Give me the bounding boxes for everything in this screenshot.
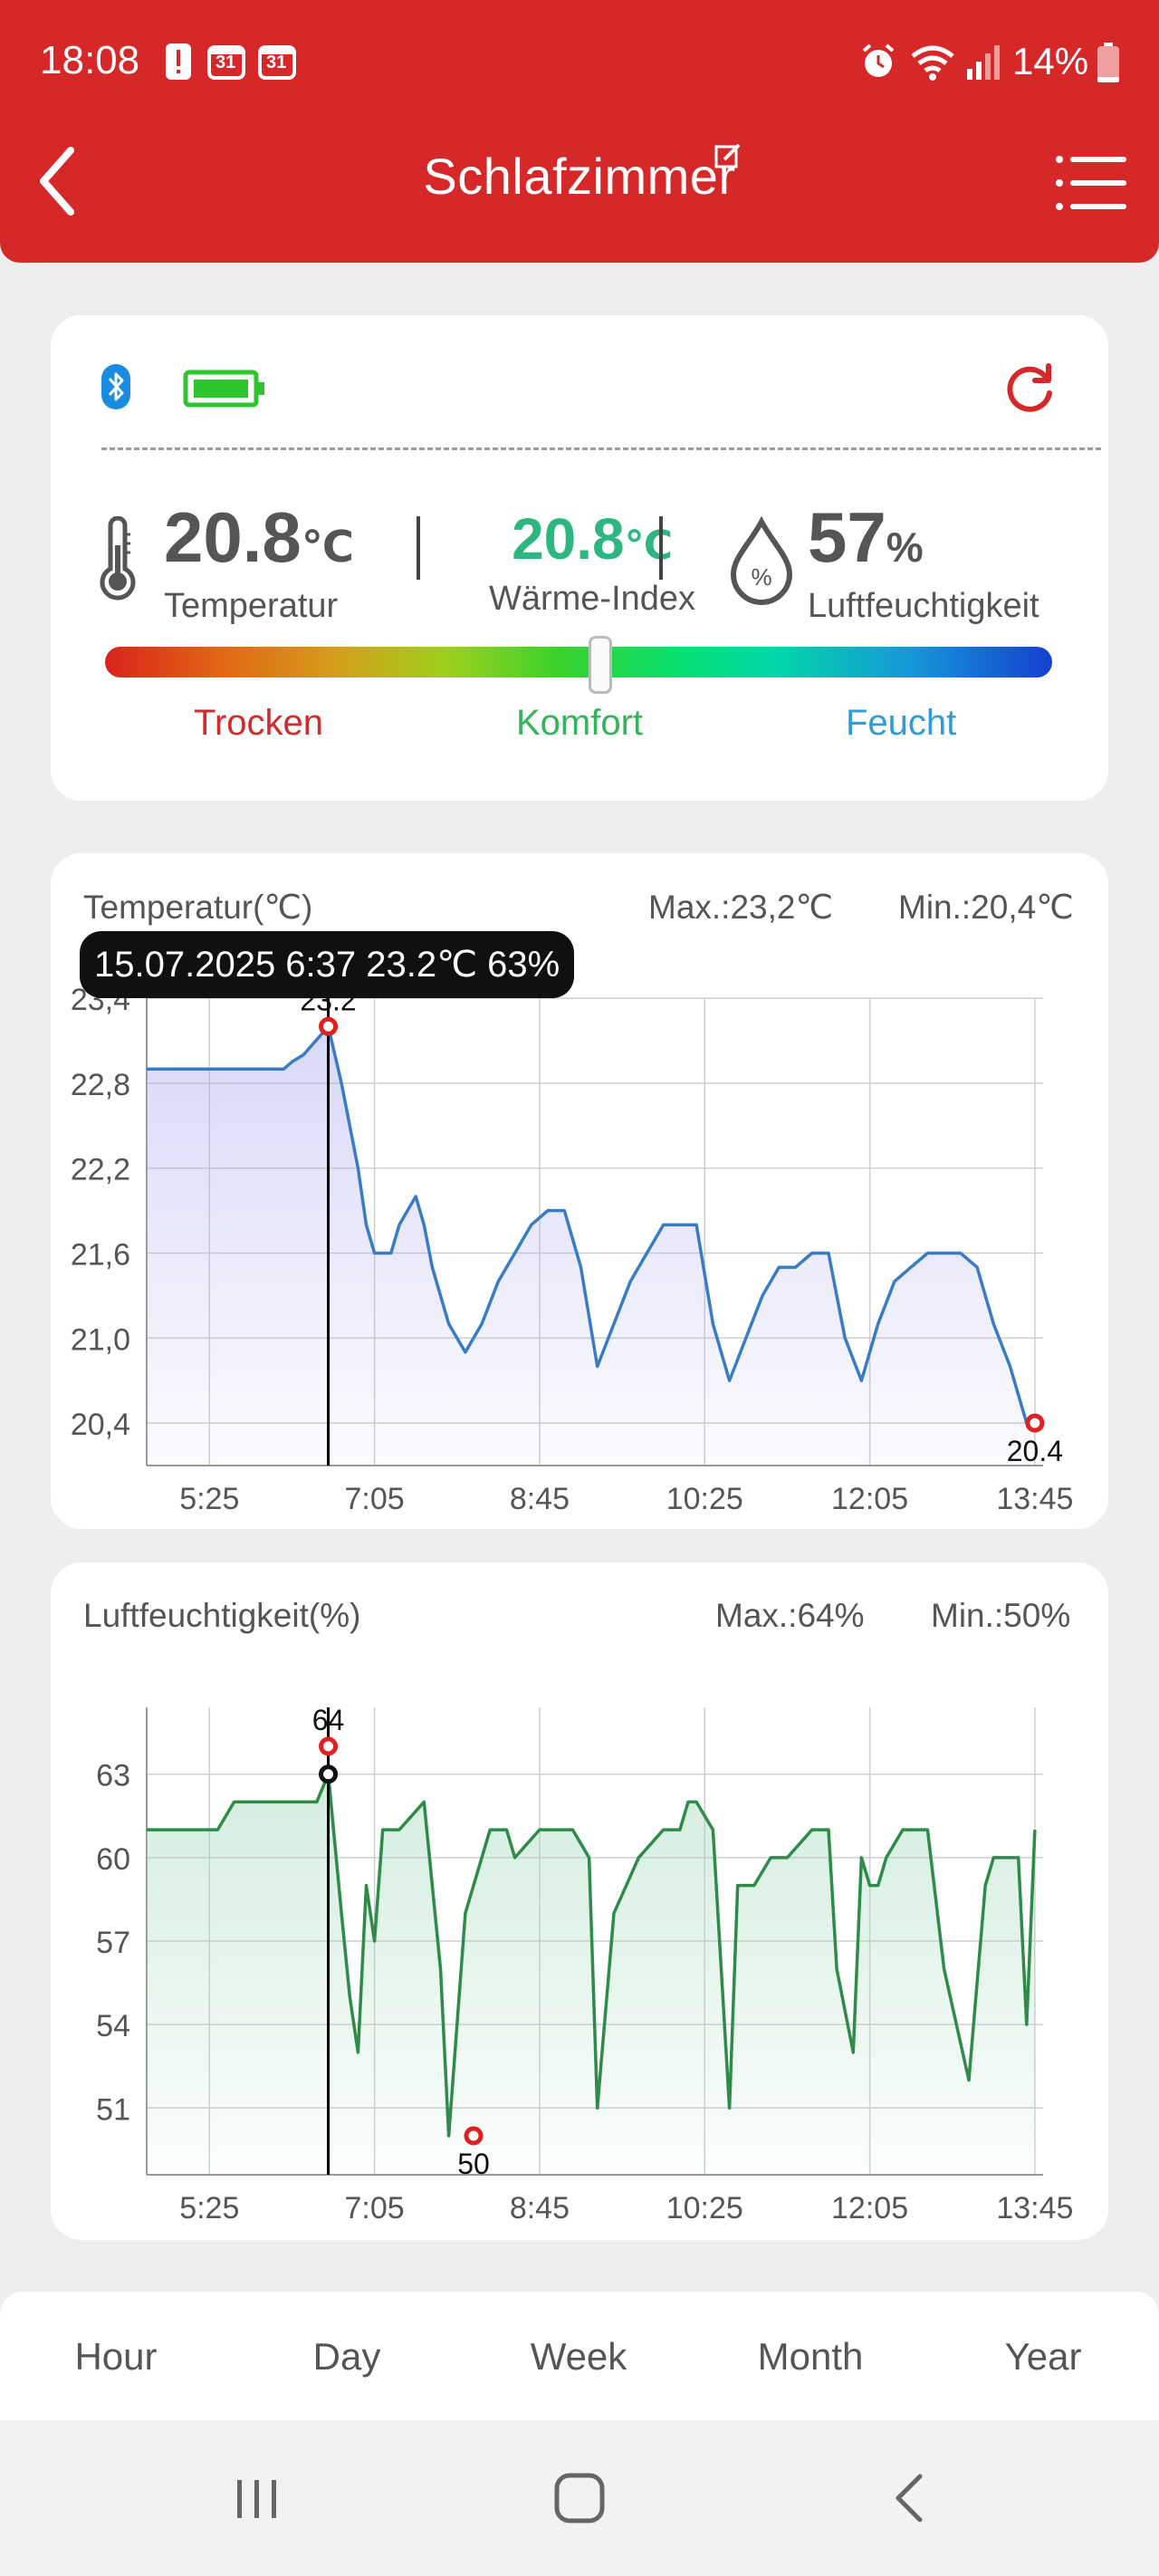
y-tick-label: 63: [96, 1759, 130, 1793]
cursor-point: [321, 1767, 336, 1782]
humidity-label: Luftfeuchtigkeit: [808, 587, 1039, 626]
y-tick-label: 21,0: [71, 1322, 130, 1357]
wifi-icon: [909, 42, 962, 82]
x-tick-label: 10:25: [666, 1482, 743, 1516]
humidity-drop-icon: %: [728, 516, 795, 605]
app-header: 18:08 31 31 14%: [0, 0, 1159, 263]
battery-full-icon: [183, 370, 266, 408]
y-tick-label: 57: [96, 1926, 130, 1960]
temperature-max-label: Max.:23,2℃: [648, 888, 833, 927]
humidity-max-label: Max.:64%: [715, 1597, 865, 1635]
thermometer-icon: [98, 516, 138, 603]
back-icon[interactable]: [884, 2471, 938, 2525]
temperature-unit: ℃: [302, 524, 354, 572]
x-tick-label: 7:05: [345, 1482, 405, 1516]
temperature-number: 20.8: [164, 497, 302, 577]
recents-icon[interactable]: [230, 2471, 284, 2525]
signal-icon: [963, 42, 1003, 82]
status-bar: 18:08 31 31 14%: [0, 0, 1159, 129]
y-tick-label: 20,4: [71, 1408, 130, 1442]
alarm-icon: [860, 42, 896, 82]
min-marker: [466, 2129, 481, 2143]
comfort-indicator: [589, 636, 612, 694]
calendar-day-label: 31: [216, 53, 235, 73]
temperature-label: Temperatur: [164, 587, 338, 626]
humidity-chart[interactable]: 51 54 57 60 63 5:25 7:05 8:45 10:25 12:05 13:45 64 5…: [51, 1562, 1108, 2240]
x-tick-label: 8:45: [510, 2191, 570, 2225]
y-tick-label: 51: [96, 2092, 130, 2127]
humidity-unit: %: [886, 524, 924, 571]
chart-tooltip: 15.07.2025 6:37 23.2℃ 63%: [80, 931, 574, 998]
min-marker: [1028, 1416, 1042, 1430]
separator: [417, 516, 420, 580]
level-comfort-label: Komfort: [516, 703, 643, 744]
level-wet-label: Feucht: [846, 703, 956, 744]
divider: [101, 447, 1101, 450]
max-marker-label: 64: [312, 1704, 345, 1736]
battery-icon: [1096, 42, 1121, 83]
x-tick-label: 10:25: [666, 2191, 743, 2225]
edit-icon[interactable]: [714, 141, 742, 170]
y-tick-label: 22,8: [71, 1068, 130, 1102]
x-tick-label: 13:45: [996, 1482, 1073, 1516]
heat-index-unit: ℃: [625, 524, 673, 568]
x-tick-label: 13:45: [996, 2191, 1073, 2225]
x-tick-label: 5:25: [179, 2191, 239, 2225]
humidity-chart-title: Luftfeuchtigkeit(%): [83, 1597, 360, 1635]
tab-week[interactable]: Week: [488, 2335, 669, 2379]
x-tick-label: 5:25: [179, 1482, 239, 1516]
heat-index-label: Wärme-Index: [429, 580, 755, 619]
min-marker-label: 20.4: [1007, 1435, 1063, 1467]
system-nav-bar: [0, 2420, 1159, 2576]
humidity-min-label: Min.:50%: [931, 1597, 1070, 1635]
heat-index-value: 20.8℃: [447, 505, 737, 572]
temperature-chart-card[interactable]: 20,4 21,0 21,6 22,2 22,8 23,4 5:25 7:05 8:45 10:2…: [51, 853, 1108, 1529]
bluetooth-icon: [101, 364, 130, 409]
x-tick-label: 12:05: [831, 1482, 908, 1516]
max-marker: [321, 1019, 336, 1033]
menu-icon[interactable]: [1050, 147, 1132, 219]
page-title: Schlafzimmer: [0, 147, 1159, 206]
humidity-number: 57: [808, 497, 886, 577]
x-tick-label: 7:05: [345, 2191, 405, 2225]
level-dry-label: Trocken: [194, 703, 323, 744]
calendar-day-label: 31: [266, 53, 286, 73]
title-row: Schlafzimmer: [0, 129, 1159, 237]
y-tick-label: 54: [96, 2009, 130, 2043]
battery-percent: 14%: [1012, 40, 1088, 83]
y-tick-label: 21,6: [71, 1237, 130, 1272]
series-area: [147, 1026, 1035, 1466]
x-tick-label: 8:45: [510, 1482, 570, 1516]
y-tick-label: 22,2: [71, 1153, 130, 1187]
status-time: 18:08: [40, 38, 139, 83]
alert-icon: [163, 42, 194, 82]
tab-month[interactable]: Month: [720, 2335, 901, 2379]
temperature-min-label: Min.:20,4℃: [898, 888, 1074, 927]
max-marker: [321, 1739, 336, 1754]
comfort-scale-bar: [105, 647, 1052, 678]
home-icon[interactable]: [552, 2471, 607, 2525]
svg-text:%: %: [751, 563, 771, 591]
summary-card: 20.8℃ Temperatur 20.8℃ Wärme-Index % 57%…: [51, 315, 1108, 801]
temperature-value: 20.8℃: [164, 496, 354, 579]
refresh-icon[interactable]: [1001, 359, 1058, 415]
min-marker-label: 50: [457, 2148, 490, 2180]
x-tick-label: 12:05: [831, 2191, 908, 2225]
humidity-value: 57%: [808, 496, 924, 579]
tab-year[interactable]: Year: [953, 2335, 1134, 2379]
humidity-chart-card[interactable]: 51 54 57 60 63 5:25 7:05 8:45 10:25 12:05 13:45 64 5…: [51, 1562, 1108, 2240]
heat-index-number: 20.8: [512, 506, 625, 572]
y-tick-label: 60: [96, 1842, 130, 1877]
temperature-chart-title: Temperatur(℃): [83, 888, 312, 927]
period-tabs: Hour Day Week Month Year: [0, 2292, 1159, 2420]
separator: [659, 516, 663, 580]
tab-day[interactable]: Day: [256, 2335, 437, 2379]
tab-hour[interactable]: Hour: [25, 2335, 206, 2379]
